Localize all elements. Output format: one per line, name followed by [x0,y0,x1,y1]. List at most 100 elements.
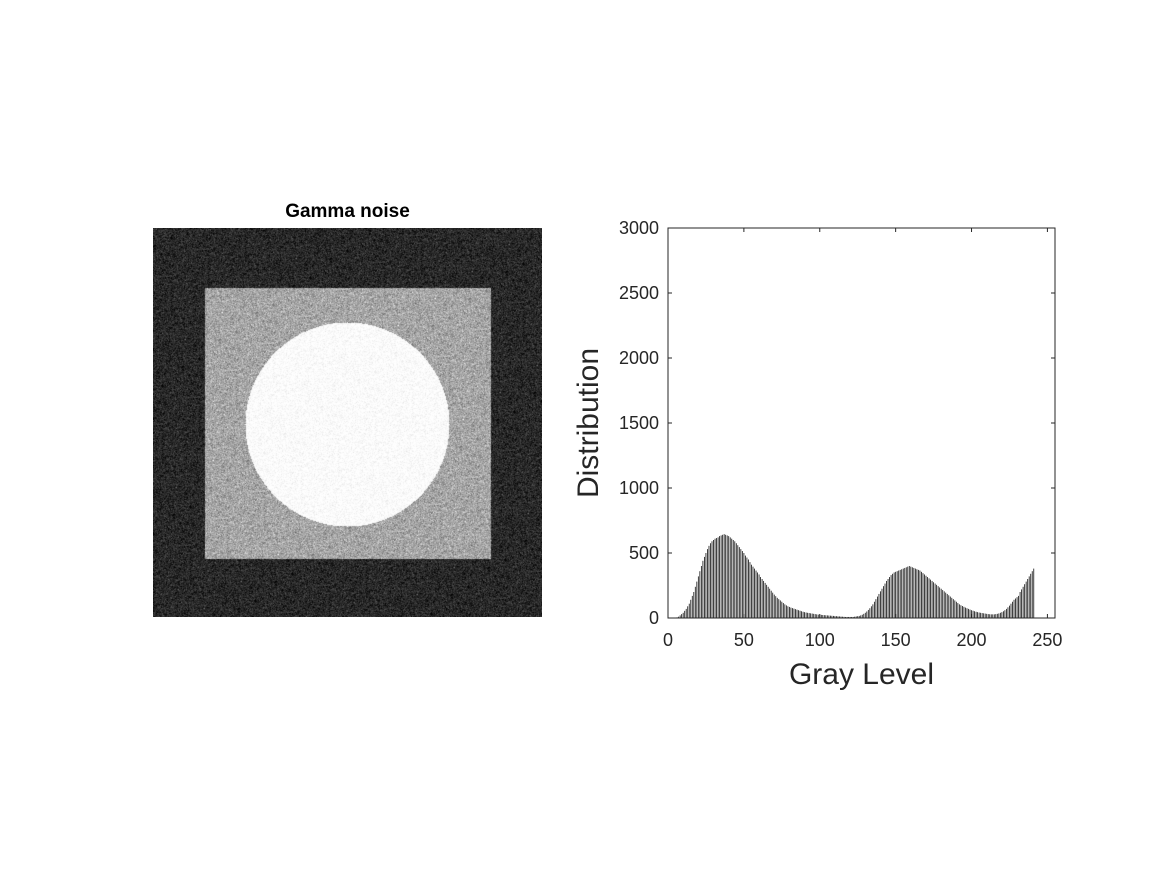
histogram-bar [982,613,983,618]
histogram-bar [1018,596,1019,618]
histogram-bar [807,613,808,618]
histogram-bar [869,608,870,618]
histogram-bar [1032,571,1033,618]
histogram-bar [1006,609,1007,618]
histogram-bar [967,608,968,618]
histogram-bar [916,569,917,618]
histogram-bar [686,609,687,618]
histogram-bar [926,576,927,618]
y-tick-label: 500 [629,543,659,563]
histogram-bar [950,597,951,618]
histogram-bar [951,598,952,618]
histogram-bar [985,614,986,618]
histogram-bar [787,606,788,618]
histogram-bar [748,560,749,619]
histogram-bar [960,605,961,618]
histogram-bar [695,587,696,618]
histogram-bar [727,535,728,618]
histogram-bar [1023,587,1024,618]
histogram-bar [874,602,875,618]
histogram-bar [702,561,703,618]
histogram-bar [778,599,779,618]
histogram-bar [763,581,764,618]
histogram-bar [747,558,748,618]
histogram-bar [965,608,966,618]
histogram-bar [900,570,901,618]
histogram-bar [941,589,942,618]
histogram-bar [722,535,723,618]
histogram-bar [906,567,907,618]
histogram-bar [979,613,980,618]
histogram-bar [734,541,735,618]
histogram-bar [806,613,807,618]
histogram-bar [766,585,767,618]
histogram-bar [721,535,722,618]
y-tick-label: 1000 [619,478,659,498]
x-tick-label: 150 [881,630,911,650]
histogram-bar [929,578,930,618]
histogram-bar [813,614,814,618]
histogram-bar [693,592,694,618]
histogram-bar [765,583,766,618]
histogram-bar [730,537,731,618]
histogram-bar [768,587,769,618]
histogram-bar [882,589,883,618]
histogram-bar [910,567,911,618]
histogram-bar [792,608,793,618]
histogram-bar [689,604,690,618]
y-axis-label: Distribution [572,348,605,498]
histogram-bar [791,608,792,618]
histogram-bar [704,557,705,618]
histogram-bar [992,614,993,618]
histogram-bar [797,610,798,618]
histogram-bar [901,569,902,618]
histogram-bar [753,567,754,618]
histogram-bar [920,571,921,618]
histogram-bar [889,577,890,618]
histogram-bar [964,607,965,618]
histogram-bar [986,614,987,618]
x-tick-label: 250 [1032,630,1062,650]
histogram-bar [683,613,684,618]
histogram-bar [800,611,801,618]
histogram-bar [980,613,981,618]
histogram-bar [771,591,772,618]
histogram-bar [1026,582,1027,618]
histogram-bar [954,600,955,618]
histogram-bar [894,573,895,619]
histogram-bar [879,594,880,618]
histogram-bar [872,604,873,618]
histogram-bar [957,603,958,618]
y-tick-label: 0 [649,608,659,628]
histogram-bar [959,604,960,618]
histogram-bar [804,612,805,618]
histogram-bar [731,539,732,618]
x-tick-label: 200 [957,630,987,650]
histogram-bar [1020,592,1021,618]
histogram-bar [998,613,999,618]
histogram-bar [989,614,990,618]
histogram-bar [871,606,872,618]
histogram-bar [909,566,910,618]
histogram-bar [815,614,816,618]
histogram-bar [762,579,763,618]
histogram-bar [740,549,741,618]
histogram-bar [760,577,761,618]
histogram-bar [698,576,699,618]
histogram-bar [754,569,755,618]
histogram-bar [737,545,738,618]
histogram-bar [710,543,711,618]
histogram-bar [888,579,889,618]
histogram-bar [988,614,989,618]
histogram-bar [713,540,714,618]
histogram-bar [690,600,691,618]
histogram-bar [1024,584,1025,618]
histogram-bar [868,610,869,618]
histogram-bar [903,569,904,618]
histogram-bar [1005,610,1006,618]
histogram-bar [947,594,948,618]
histogram-bar [883,586,884,618]
histogram-bar [812,614,813,618]
histogram-bar [944,591,945,618]
histogram-bar [794,609,795,618]
